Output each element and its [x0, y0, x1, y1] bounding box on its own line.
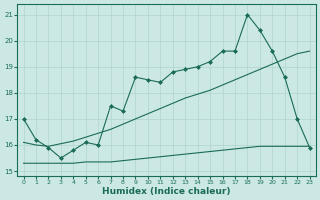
X-axis label: Humidex (Indice chaleur): Humidex (Indice chaleur): [102, 187, 231, 196]
